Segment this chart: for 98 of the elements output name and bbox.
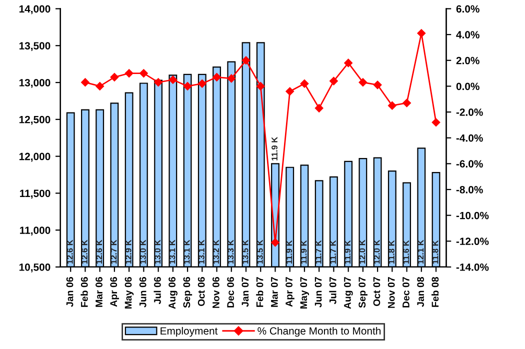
point <box>256 82 265 90</box>
data-label: 11.9 K <box>286 240 292 264</box>
point <box>358 78 368 86</box>
data-label: 13.1 K <box>169 240 176 264</box>
point <box>124 69 134 78</box>
point <box>432 118 440 126</box>
x-tick-label: Mar 06 <box>96 277 102 307</box>
y-tick-label: 13,000 <box>19 79 50 88</box>
point <box>212 73 221 82</box>
x-tick-label: Apr 07 <box>286 277 294 307</box>
x-tick-label: Sep 06 <box>183 277 192 308</box>
y-tick-label: 13,500 <box>19 42 50 52</box>
y2-tick-label: -14.0% <box>456 263 489 271</box>
data-label: 12.1 K <box>418 240 424 264</box>
point <box>388 101 396 110</box>
data-label: 13.0 K <box>154 240 161 264</box>
y2-tick-label: -10.0% <box>456 212 489 220</box>
y2-tick-label: 4.0% <box>456 31 480 38</box>
x-tick-label: Jun 07 <box>314 277 322 308</box>
y-tick-label: 10,500 <box>19 263 50 272</box>
point <box>183 82 192 90</box>
point <box>300 79 309 88</box>
data-label: 11.7 K <box>330 240 336 264</box>
y2-tick-label: -12.0% <box>456 238 489 246</box>
point <box>168 76 178 84</box>
x-tick-label: Feb 08 <box>431 277 439 307</box>
data-label: 13.5 K <box>256 240 263 264</box>
x-tick-label: Dec 06 <box>227 277 234 308</box>
data-label: 11.8 K <box>432 240 438 264</box>
data-label: 12.6 K <box>66 240 73 264</box>
data-label: 12.0 K <box>374 240 380 264</box>
point <box>242 56 250 65</box>
data-label: 12.6 K <box>82 240 88 264</box>
y-tick-label: 12,500 <box>19 116 50 125</box>
x-tick-label: Nov 07 <box>388 277 395 308</box>
data-label: 11.6 K <box>403 240 410 264</box>
x-tick-label: Dec 07 <box>402 277 410 308</box>
point <box>286 87 294 96</box>
legend-label: % Change Month to Month <box>258 326 381 337</box>
y2-tick-label: -4.0% <box>456 134 483 142</box>
point <box>417 29 426 38</box>
point <box>96 82 104 90</box>
x-tick-label: Aug 07 <box>344 277 353 309</box>
point <box>154 78 162 86</box>
data-label: 13.2 K <box>213 240 220 264</box>
point <box>81 78 90 86</box>
x-tick-label: Jan 08 <box>417 277 424 307</box>
x-tick-label: Jan 07 <box>242 277 249 307</box>
point <box>330 76 338 86</box>
x-tick-label: Apr 06 <box>110 277 119 307</box>
data-label: 11.8 K <box>388 240 394 264</box>
point <box>373 80 382 90</box>
point <box>271 238 280 247</box>
data-label: 13.3 K <box>228 240 234 264</box>
y-tick-label: 14,000 <box>19 5 50 14</box>
y-tick-label: 11,000 <box>20 226 50 236</box>
data-label: 11.9 K <box>300 240 307 264</box>
y2-tick-label: -2.0% <box>456 108 483 116</box>
x-tick-label: Feb 06 <box>80 277 88 307</box>
legend-label: Employment <box>160 326 218 337</box>
x-tick-label: Jul 06 <box>154 277 161 304</box>
data-label: 11.7 K <box>316 240 322 264</box>
y2-tick-label: -6.0% <box>456 160 483 168</box>
y2-tick-label: -8.0% <box>456 186 483 194</box>
x-tick-label: Nov 06 <box>212 277 220 308</box>
x-tick-label: May 06 <box>124 277 134 308</box>
y2-tick-label: 2.0% <box>456 56 480 64</box>
y2-tick-label: 6.0% <box>456 5 480 13</box>
data-label: 13.5 K <box>242 240 248 264</box>
x-tick-label: May 07 <box>300 277 309 308</box>
x-tick-label: Jan 06 <box>66 277 74 307</box>
x-tick-label: Jul 07 <box>329 277 336 304</box>
point <box>227 74 236 83</box>
point <box>314 104 324 112</box>
x-tick-label: Aug 06 <box>168 277 178 309</box>
data-label: 12.0 K <box>359 240 366 264</box>
x-tick-label: Jun 06 <box>139 277 146 308</box>
data-label: 13.1 K <box>198 240 204 264</box>
x-tick-label: Oct 06 <box>198 277 205 306</box>
point <box>344 58 352 68</box>
data-label: 12.9 K <box>125 240 132 264</box>
x-tick-label: Sep 07 <box>358 277 368 308</box>
y-tick-label: 11,500 <box>20 190 50 199</box>
point <box>110 73 119 82</box>
data-label: 11.9 K <box>272 136 278 160</box>
y-tick-label: 12,000 <box>19 152 50 162</box>
point <box>140 69 148 78</box>
x-tick-label: Mar 07 <box>270 277 278 307</box>
x-tick-label: Oct 07 <box>373 277 380 306</box>
point <box>198 79 206 88</box>
point <box>402 98 411 108</box>
data-label: 13.0 K <box>140 240 146 264</box>
x-tick-label: Feb 07 <box>256 277 264 307</box>
data-label: 12.6 K <box>96 240 102 264</box>
y2-tick-label: 0.0% <box>456 82 480 90</box>
data-label: 13.1 K <box>184 240 190 264</box>
data-label: 12.7 K <box>110 240 117 264</box>
data-label: 11.9 K <box>344 240 351 264</box>
